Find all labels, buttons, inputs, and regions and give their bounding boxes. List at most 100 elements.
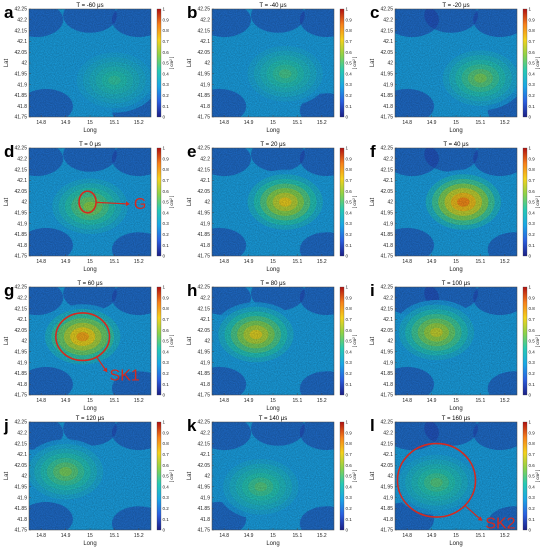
colorbar-tick-label: 0.8 bbox=[529, 28, 536, 33]
x-tick-label: 15.1 bbox=[476, 398, 486, 404]
y-tick-label: 42 bbox=[204, 474, 210, 480]
colorbar-tick-label: 0.8 bbox=[346, 167, 353, 172]
panel-title: T = 100 μs bbox=[442, 281, 471, 287]
colorbar-label: [ cm² ] bbox=[535, 470, 540, 483]
x-tick-label: 15.2 bbox=[317, 120, 327, 126]
colorbar-tick-label: 1 bbox=[346, 146, 349, 151]
colorbar-tick-label: 1 bbox=[346, 285, 349, 290]
heatmap-d bbox=[29, 148, 151, 256]
y-tick-label: 42 bbox=[21, 474, 27, 480]
y-tick-label: 42 bbox=[21, 200, 27, 206]
colorbar bbox=[339, 8, 345, 118]
annotation-label: G bbox=[134, 196, 146, 213]
x-tick-label: 15.1 bbox=[110, 533, 120, 539]
colorbar-tick-label: 0.5 bbox=[163, 339, 170, 344]
panel-letter: c bbox=[370, 3, 379, 22]
colorbar-tick-label: 0.5 bbox=[529, 339, 536, 344]
colorbar-tick-label: 0.4 bbox=[529, 484, 536, 489]
annotation-arrowhead bbox=[125, 201, 130, 207]
colorbar-tick-label: 0.3 bbox=[346, 495, 353, 500]
y-tick-label: 42.1 bbox=[17, 178, 27, 184]
y-tick-label: 42.2 bbox=[17, 431, 27, 437]
y-tick-label: 42.2 bbox=[17, 157, 27, 163]
panel-letter: d bbox=[4, 142, 14, 161]
colorbar-label: [ cm² ] bbox=[169, 196, 174, 209]
colorbar-tick-label: 0.6 bbox=[529, 463, 536, 468]
colorbar-label: [ cm² ] bbox=[169, 57, 174, 70]
colorbar-tick-label: 0.6 bbox=[346, 463, 353, 468]
colorbar-tick-label: 0.4 bbox=[529, 71, 536, 76]
colorbar-tick-label: 0.1 bbox=[346, 517, 353, 522]
y-tick-label: 42.15 bbox=[14, 306, 27, 312]
heatmap-c bbox=[395, 9, 517, 117]
y-tick-label: 41.75 bbox=[14, 254, 27, 260]
y-tick-label: 41.75 bbox=[14, 393, 27, 399]
panel-letter: i bbox=[370, 281, 375, 300]
y-tick-label: 42.05 bbox=[380, 328, 393, 334]
x-tick-label: 15.1 bbox=[293, 533, 303, 539]
y-tick-label: 41.95 bbox=[14, 350, 27, 356]
y-tick-label: 41.85 bbox=[14, 371, 27, 377]
colorbar-tick-label: 0.4 bbox=[346, 349, 353, 354]
colorbar bbox=[522, 286, 528, 396]
colorbar-label: [ cm² ] bbox=[352, 57, 357, 70]
colorbar-tick-label: 0.7 bbox=[346, 39, 353, 44]
y-axis-label: Lat bbox=[187, 58, 193, 67]
colorbar-tick-label: 0.9 bbox=[529, 430, 536, 435]
colorbar-tick-label: 0.2 bbox=[346, 506, 353, 511]
y-tick-label: 42.1 bbox=[383, 39, 393, 45]
colorbar-tick-label: 0 bbox=[529, 393, 532, 398]
colorbar-tick-label: 0.5 bbox=[346, 339, 353, 344]
texture-overlay bbox=[212, 287, 334, 395]
colorbar-tick-label: 0.3 bbox=[529, 82, 536, 87]
colorbar-tick-label: 0.2 bbox=[163, 371, 170, 376]
colorbar-tick-label: 0.2 bbox=[529, 371, 536, 376]
colorbar-tick-label: 0.6 bbox=[163, 189, 170, 194]
y-tick-label: 41.75 bbox=[380, 254, 393, 260]
colorbar-tick-label: 0.2 bbox=[346, 371, 353, 376]
annotation-arrowhead bbox=[103, 367, 108, 373]
colorbar-tick-label: 0.7 bbox=[163, 178, 170, 183]
y-tick-label: 42 bbox=[387, 61, 393, 67]
colorbar-tick-label: 0 bbox=[346, 254, 349, 259]
y-tick-label: 42.15 bbox=[197, 28, 210, 34]
colorbar-tick-label: 0.3 bbox=[529, 360, 536, 365]
x-tick-label: 14.9 bbox=[61, 398, 71, 404]
y-axis-label: Lat bbox=[370, 58, 376, 67]
colorbar-tick-label: 0.2 bbox=[163, 506, 170, 511]
y-tick-label: 41.75 bbox=[197, 393, 210, 399]
panel-letter: h bbox=[187, 281, 197, 300]
x-axis-label: Long bbox=[449, 406, 462, 412]
colorbar-tick-label: 0.2 bbox=[529, 93, 536, 98]
x-tick-label: 14.9 bbox=[244, 398, 254, 404]
x-axis-label: Long bbox=[83, 541, 96, 547]
texture-overlay bbox=[395, 9, 517, 117]
colorbar-tick-label: 0.4 bbox=[529, 349, 536, 354]
colorbar bbox=[156, 147, 162, 257]
y-tick-label: 41.9 bbox=[383, 495, 393, 501]
colorbar-tick-label: 0.4 bbox=[163, 210, 170, 215]
y-tick-label: 41.95 bbox=[197, 72, 210, 78]
x-axis-label: Long bbox=[266, 406, 279, 412]
y-tick-label: 41.9 bbox=[200, 495, 210, 501]
colorbar-tick-label: 0.6 bbox=[346, 50, 353, 55]
x-tick-label: 15 bbox=[87, 533, 93, 539]
y-tick-label: 41.85 bbox=[380, 232, 393, 238]
colorbar-tick-label: 0.1 bbox=[529, 243, 536, 248]
y-tick-label: 42.15 bbox=[197, 167, 210, 173]
y-tick-label: 41.85 bbox=[197, 232, 210, 238]
y-tick-label: 42.1 bbox=[17, 452, 27, 458]
panel-j: T = 120 μs j 42.25 42.2 42.15 42.1 42.05 42 41.9… bbox=[3, 416, 174, 547]
x-tick-label: 14.8 bbox=[36, 120, 46, 126]
y-tick-label: 42.25 bbox=[380, 146, 393, 152]
colorbar-tick-label: 0.3 bbox=[163, 360, 170, 365]
colorbar-tick-label: 1 bbox=[529, 285, 532, 290]
x-tick-label: 14.8 bbox=[219, 398, 229, 404]
y-tick-label: 41.95 bbox=[14, 211, 27, 217]
colorbar-tick-label: 0.5 bbox=[529, 61, 536, 66]
x-tick-label: 14.9 bbox=[61, 259, 71, 265]
panel-l: T = 160 μs l 42.25 42.2 42.15 42.1 42.05 42 41.9… bbox=[370, 416, 540, 547]
y-tick-label: 41.8 bbox=[17, 243, 27, 249]
y-tick-label: 42.25 bbox=[197, 146, 210, 152]
y-tick-label: 41.95 bbox=[14, 485, 27, 491]
